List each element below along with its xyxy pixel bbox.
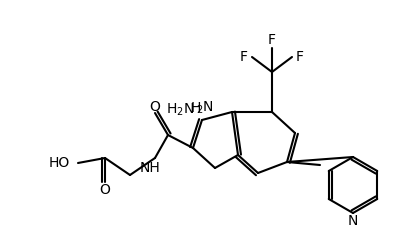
- Text: F: F: [268, 33, 276, 47]
- Text: HO: HO: [49, 156, 70, 170]
- Text: O: O: [149, 100, 161, 114]
- Text: F: F: [240, 50, 248, 64]
- Text: H: H: [191, 101, 201, 115]
- Text: N: N: [348, 214, 358, 228]
- Text: H$_2$N: H$_2$N: [166, 102, 194, 118]
- Text: NH: NH: [139, 161, 160, 175]
- Text: F: F: [296, 50, 304, 64]
- Text: $_2$N: $_2$N: [196, 100, 214, 116]
- Text: O: O: [100, 183, 110, 197]
